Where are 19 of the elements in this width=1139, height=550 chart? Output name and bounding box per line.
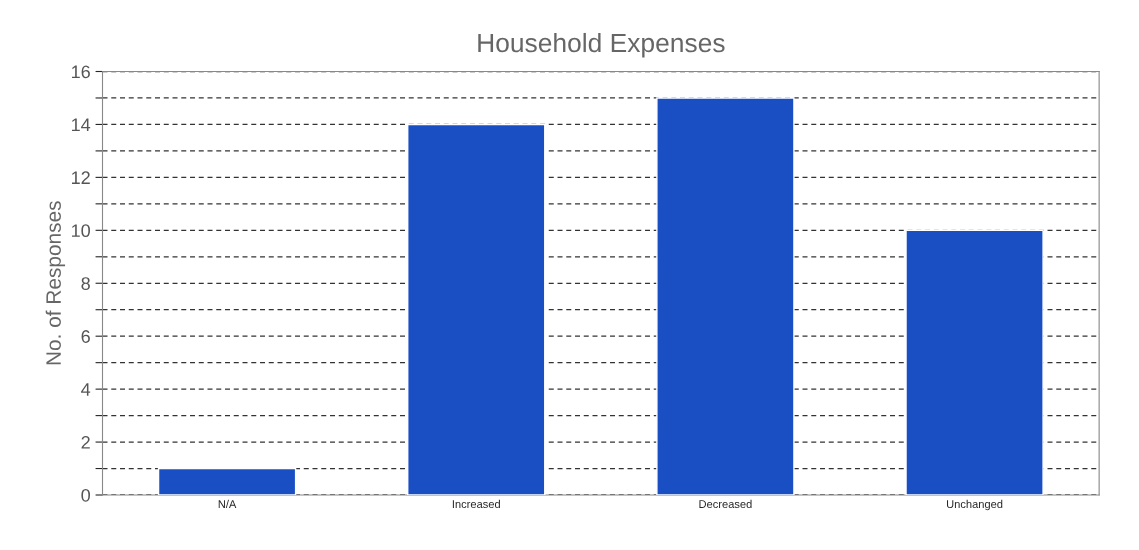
x-tick-label: Decreased [699,499,752,509]
y-tick-label: 4 [81,383,91,396]
y-tick-label: 2 [81,436,90,449]
y-tick-label: 16 [72,65,90,79]
chart-title: Household Expenses [478,32,725,58]
bar [905,229,1044,495]
bar [407,123,546,495]
y-tick-label: 14 [72,118,91,131]
bar [157,467,297,495]
x-tick-label: Unchanged [947,499,1003,511]
x-tick-label: Increased [452,499,500,509]
y-tick-label: 12 [72,171,90,184]
y-tick-label: 6 [81,330,90,343]
bar [656,97,795,495]
y-axis-title: No. of Responses [45,201,66,365]
y-tick-label: 0 [81,488,90,502]
y-tick-label: 8 [81,277,90,290]
x-tick-label: N/A [218,499,237,509]
y-tick-label: 10 [72,224,90,238]
